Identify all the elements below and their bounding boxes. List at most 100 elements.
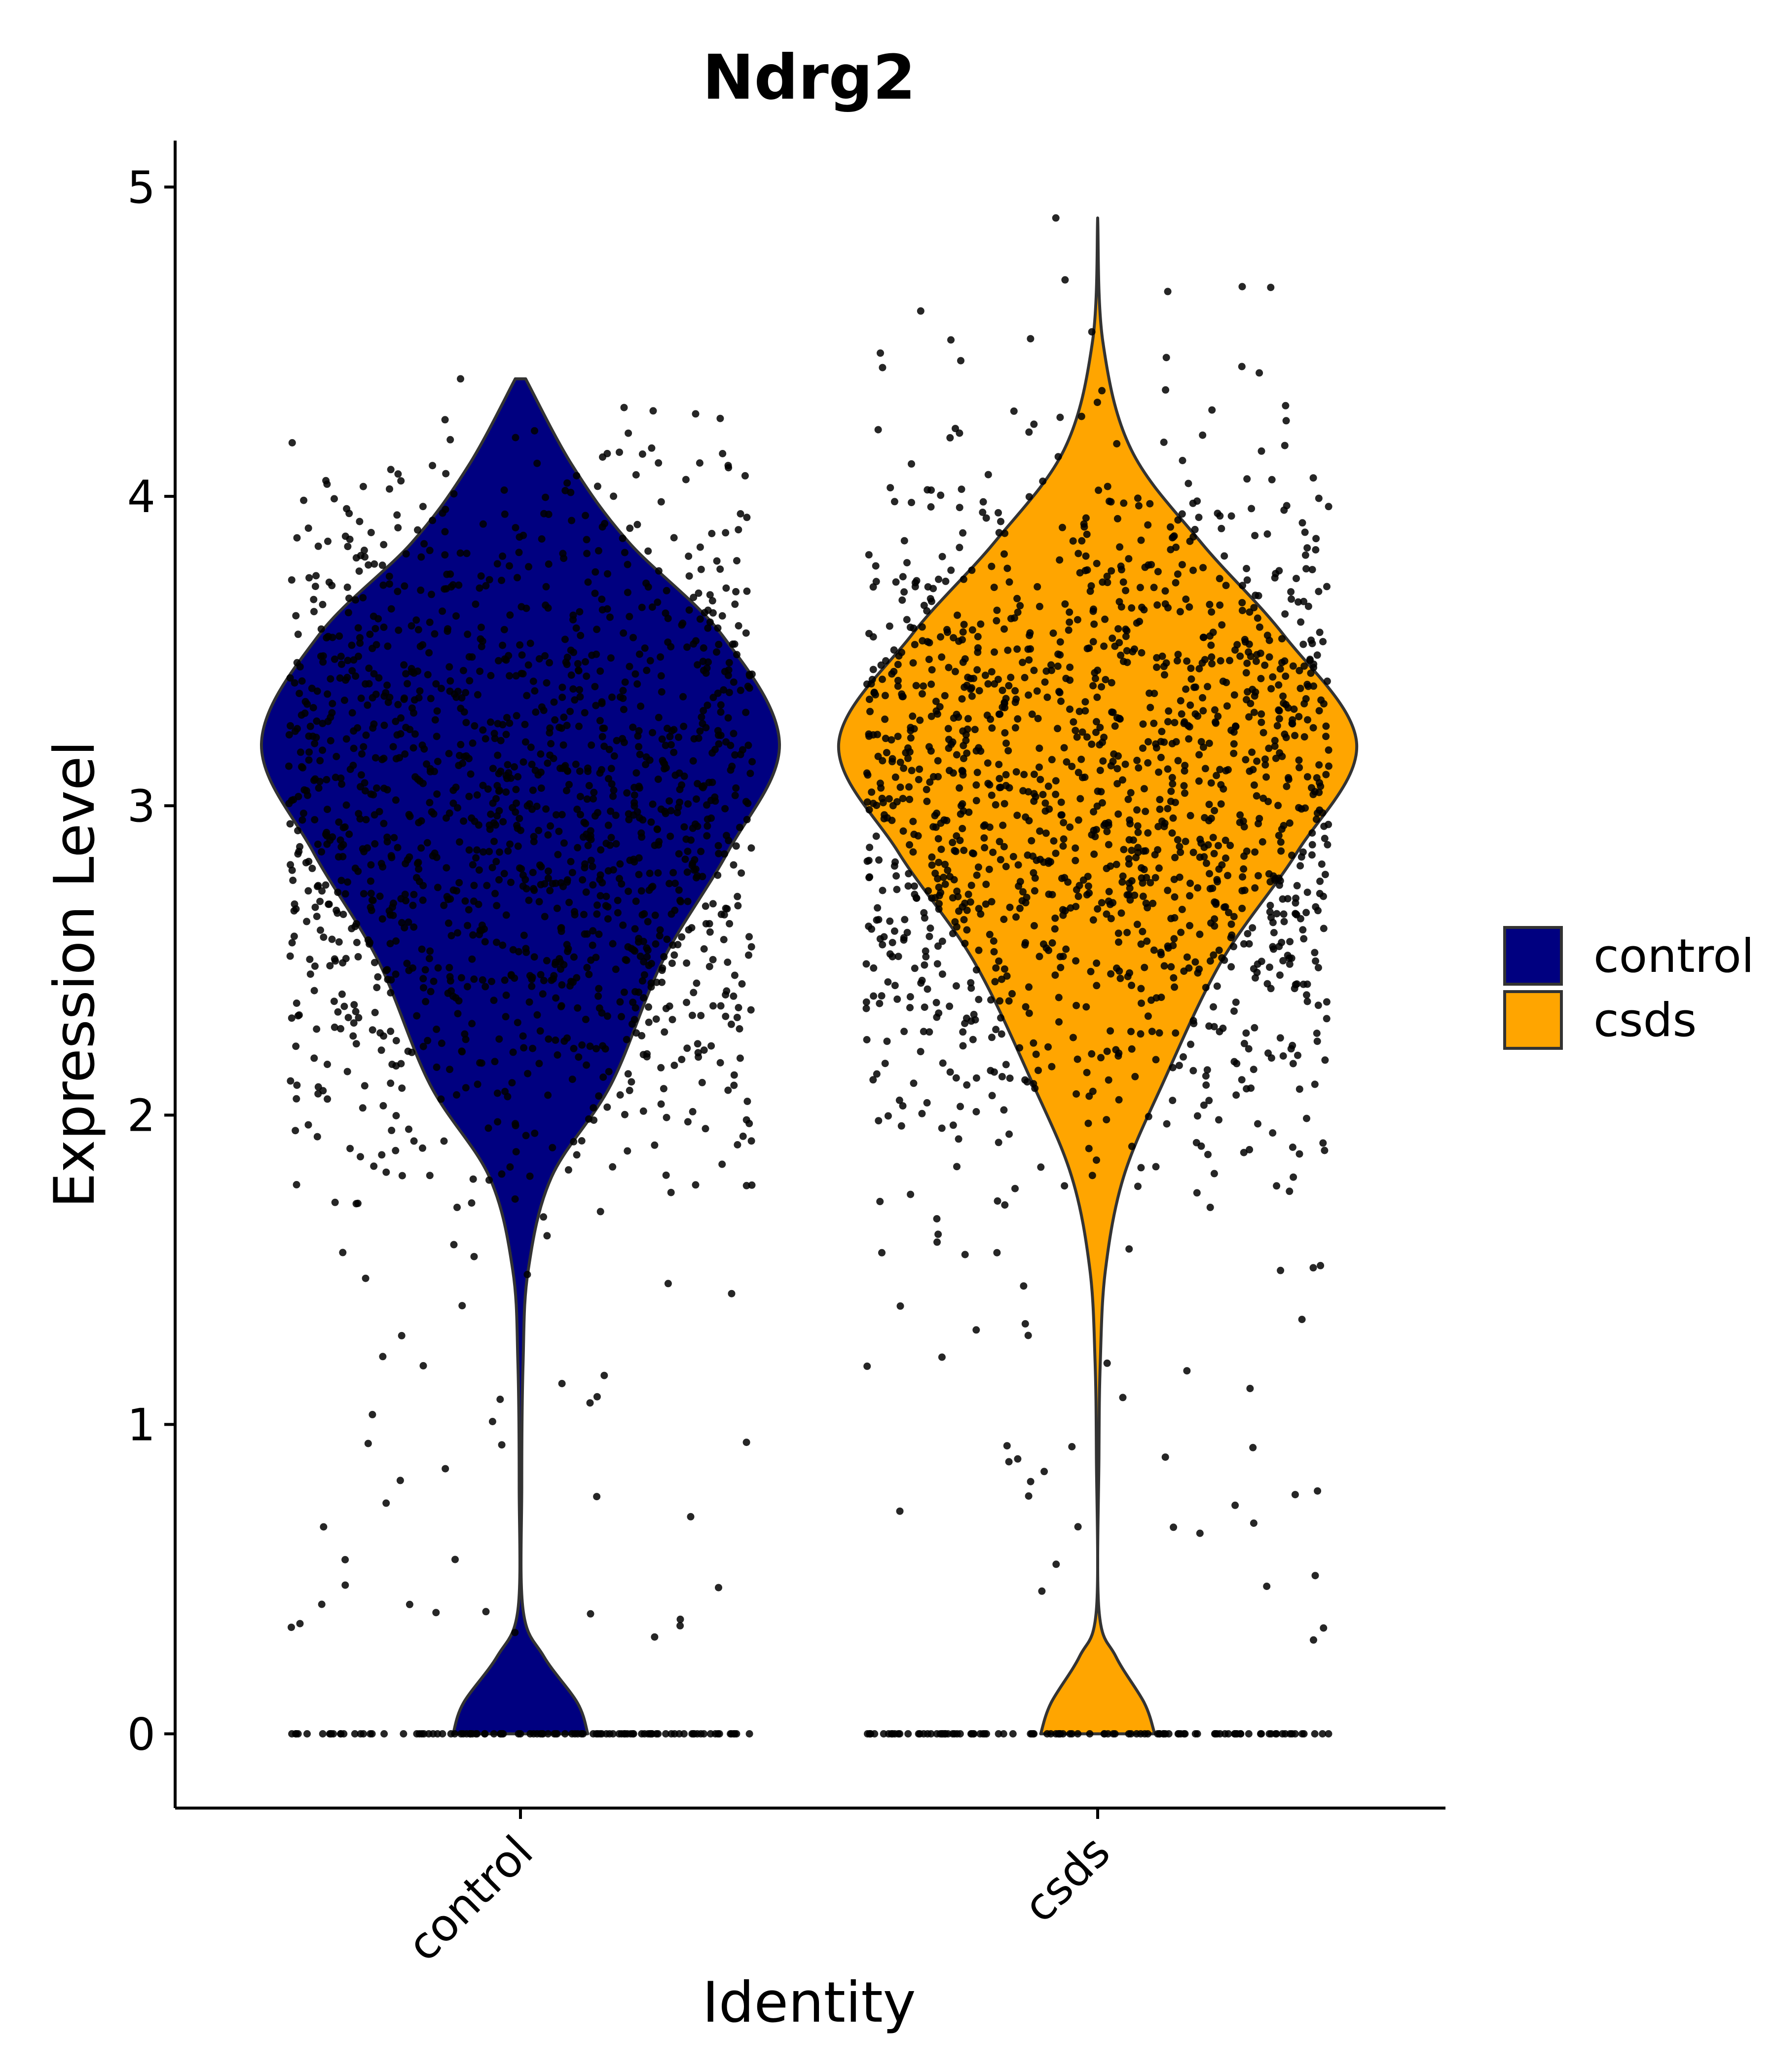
point-expr-control: [350, 1001, 358, 1009]
point-expr-csds: [931, 869, 939, 877]
point-expr-control: [440, 901, 448, 909]
point-expr-csds: [1072, 856, 1079, 864]
point-expr-control: [519, 1032, 527, 1040]
point-expr-control: [694, 780, 702, 787]
point-expr-control: [556, 965, 564, 973]
point-expr-csds: [1238, 904, 1246, 912]
point-expr-control: [555, 955, 563, 962]
point-tail-csds: [1311, 1572, 1319, 1580]
point-expr-control: [685, 572, 693, 580]
point-expr-control: [632, 897, 640, 905]
point-expr-csds: [877, 784, 885, 792]
point-expr-control: [361, 1082, 369, 1090]
point-expr-control: [649, 407, 657, 415]
point-expr-csds: [1085, 1092, 1093, 1100]
point-expr-control: [311, 740, 319, 747]
point-expr-control: [431, 768, 438, 776]
point-expr-control: [452, 783, 460, 791]
point-expr-csds: [1265, 744, 1273, 752]
point-expr-control: [499, 552, 507, 560]
point-expr-csds: [1113, 515, 1121, 522]
point-tail-csds: [1196, 1529, 1204, 1537]
point-expr-csds: [1256, 623, 1263, 631]
point-expr-csds: [1302, 909, 1310, 917]
point-expr-csds: [1215, 946, 1223, 954]
point-expr-csds: [1113, 780, 1121, 788]
point-expr-csds: [1037, 1163, 1045, 1171]
point-expr-control: [516, 533, 523, 541]
point-expr-csds: [933, 810, 941, 817]
point-expr-csds: [1098, 899, 1106, 907]
point-expr-csds: [1187, 675, 1195, 683]
point-expr-csds: [1227, 920, 1235, 928]
point-expr-csds: [952, 425, 959, 433]
point-expr-csds: [1147, 879, 1154, 887]
point-tail-control: [382, 1499, 390, 1507]
point-expr-control: [490, 730, 498, 738]
point-expr-csds: [1033, 687, 1041, 695]
point-expr-control: [462, 719, 470, 727]
point-expr-csds: [1140, 606, 1148, 614]
point-expr-control: [657, 1064, 665, 1072]
point-expr-control: [684, 1118, 692, 1126]
point-expr-control: [462, 1084, 470, 1092]
point-expr-control: [306, 970, 314, 978]
point-expr-csds: [1168, 740, 1176, 747]
point-expr-control: [649, 729, 657, 737]
point-expr-control: [494, 720, 502, 728]
point-zero-control: [292, 1730, 299, 1738]
point-expr-control: [584, 842, 592, 850]
point-expr-control: [544, 759, 552, 767]
point-expr-csds: [1055, 688, 1063, 696]
point-expr-csds: [1217, 800, 1225, 808]
point-expr-csds: [1088, 328, 1096, 336]
point-expr-control: [501, 976, 509, 984]
point-expr-control: [469, 931, 477, 939]
point-expr-control: [697, 1012, 705, 1020]
point-expr-control: [688, 1011, 696, 1019]
point-expr-csds: [1095, 486, 1103, 494]
point-expr-control: [371, 1008, 379, 1016]
point-expr-control: [285, 800, 293, 808]
point-expr-control: [419, 896, 427, 904]
point-expr-csds: [896, 783, 904, 791]
point-zero-csds: [981, 1730, 989, 1738]
point-expr-csds: [1103, 828, 1111, 836]
point-expr-control: [323, 480, 331, 488]
point-tail-csds: [896, 1302, 904, 1310]
y-tick-label-1: 1: [127, 1399, 155, 1451]
point-expr-control: [339, 824, 347, 832]
point-expr-csds: [967, 979, 975, 987]
point-tail-control: [362, 1274, 370, 1282]
point-tail-csds: [961, 1251, 969, 1258]
point-expr-control: [355, 810, 363, 817]
point-expr-control: [296, 690, 303, 698]
point-expr-control: [445, 963, 453, 971]
point-expr-csds: [1208, 608, 1216, 616]
point-expr-csds: [1069, 1034, 1077, 1041]
point-expr-control: [549, 1144, 556, 1151]
point-expr-control: [398, 919, 406, 926]
point-tail-control: [593, 1393, 601, 1401]
point-expr-csds: [1303, 680, 1311, 688]
point-expr-csds: [1312, 535, 1320, 543]
point-expr-csds: [1183, 953, 1191, 961]
point-expr-csds: [1066, 618, 1073, 626]
point-expr-csds: [1021, 674, 1029, 681]
point-expr-csds: [918, 690, 926, 698]
point-expr-control: [638, 833, 646, 841]
point-expr-control: [582, 1015, 590, 1023]
point-expr-control: [354, 867, 362, 875]
point-expr-csds: [1301, 551, 1309, 559]
point-expr-csds: [904, 754, 912, 762]
point-expr-csds: [1279, 692, 1287, 700]
point-expr-control: [542, 583, 550, 591]
point-tail-control: [450, 1241, 458, 1249]
point-expr-control: [576, 686, 584, 694]
point-expr-control: [718, 612, 726, 620]
point-expr-control: [594, 809, 601, 816]
point-expr-control: [442, 585, 450, 592]
point-expr-csds: [1066, 676, 1074, 684]
point-expr-csds: [962, 731, 970, 739]
point-expr-csds: [901, 916, 909, 924]
